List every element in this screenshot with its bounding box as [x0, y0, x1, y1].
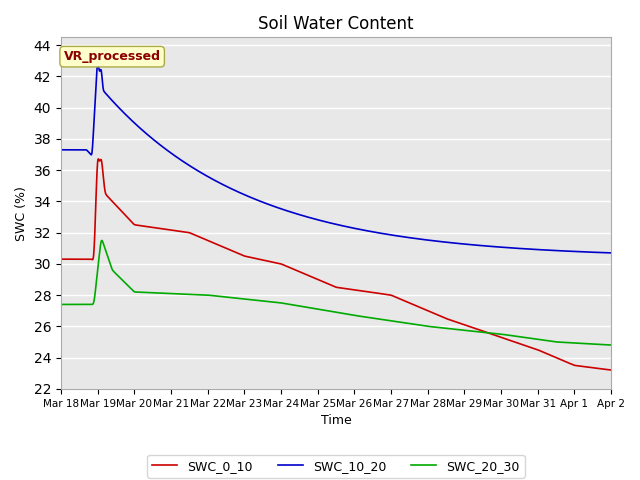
SWC_0_10: [591, 365, 599, 371]
Title: Soil Water Content: Soil Water Content: [258, 15, 413, 33]
SWC_20_30: [310, 306, 318, 312]
SWC_20_30: [325, 308, 333, 314]
SWC_10_20: [325, 220, 333, 226]
X-axis label: Time: Time: [321, 414, 351, 427]
SWC_10_20: [591, 250, 599, 255]
SWC_20_30: [591, 341, 599, 347]
SWC_0_10: [607, 367, 615, 373]
SWC_20_30: [490, 331, 498, 336]
SWC_10_20: [490, 244, 498, 250]
SWC_20_30: [98, 238, 106, 243]
SWC_20_30: [57, 301, 65, 307]
SWC_0_10: [57, 256, 65, 262]
Text: VR_processed: VR_processed: [63, 50, 161, 63]
SWC_0_10: [325, 281, 333, 287]
Line: SWC_0_10: SWC_0_10: [61, 159, 611, 370]
Line: SWC_10_20: SWC_10_20: [61, 63, 611, 253]
SWC_20_30: [607, 342, 615, 348]
Y-axis label: SWC (%): SWC (%): [15, 186, 28, 240]
SWC_0_10: [591, 365, 599, 371]
SWC_10_20: [57, 147, 65, 153]
SWC_10_20: [591, 250, 599, 255]
SWC_0_10: [95, 156, 102, 162]
Legend: SWC_0_10, SWC_10_20, SWC_20_30: SWC_0_10, SWC_10_20, SWC_20_30: [147, 455, 525, 478]
SWC_0_10: [85, 256, 93, 262]
Line: SWC_20_30: SWC_20_30: [61, 240, 611, 345]
SWC_10_20: [607, 250, 615, 256]
SWC_20_30: [591, 341, 599, 347]
SWC_0_10: [490, 332, 498, 338]
SWC_0_10: [310, 275, 318, 281]
SWC_10_20: [310, 216, 318, 222]
SWC_20_30: [85, 301, 93, 307]
SWC_10_20: [94, 60, 102, 66]
SWC_10_20: [85, 150, 93, 156]
